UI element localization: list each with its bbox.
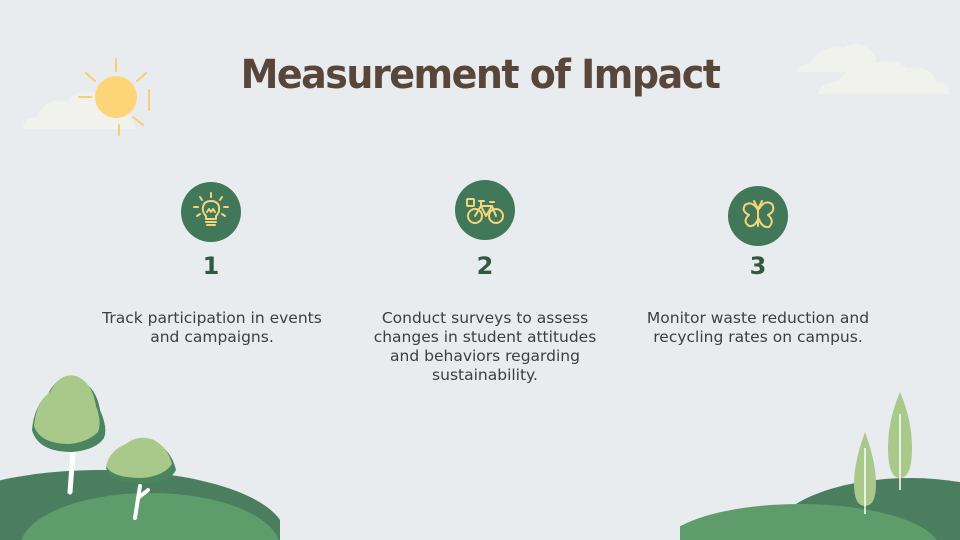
step-3-text: Monitor waste reduction and recycling ra… (646, 309, 870, 346)
step-1-text: Track participation in events and campai… (102, 309, 322, 346)
step-1-number: 1 (202, 252, 220, 280)
step-2-number: 2 (476, 252, 494, 280)
step-3-badge (728, 186, 788, 246)
step-2-text: Conduct surveys to assess changes in stu… (373, 309, 597, 384)
cloud-illustration (796, 43, 950, 94)
lightbulb-icon (193, 192, 229, 226)
bicycle-icon (466, 198, 504, 224)
page-title: Measurement of Impact (240, 50, 721, 98)
sun-cloud-illustration (23, 58, 150, 136)
step-1-badge (181, 182, 241, 242)
step-3-number: 3 (749, 252, 767, 280)
butterfly-icon (742, 200, 775, 229)
step-2-badge (455, 180, 515, 240)
right-landscape-illustration (680, 392, 960, 540)
left-landscape-illustration (0, 375, 280, 540)
